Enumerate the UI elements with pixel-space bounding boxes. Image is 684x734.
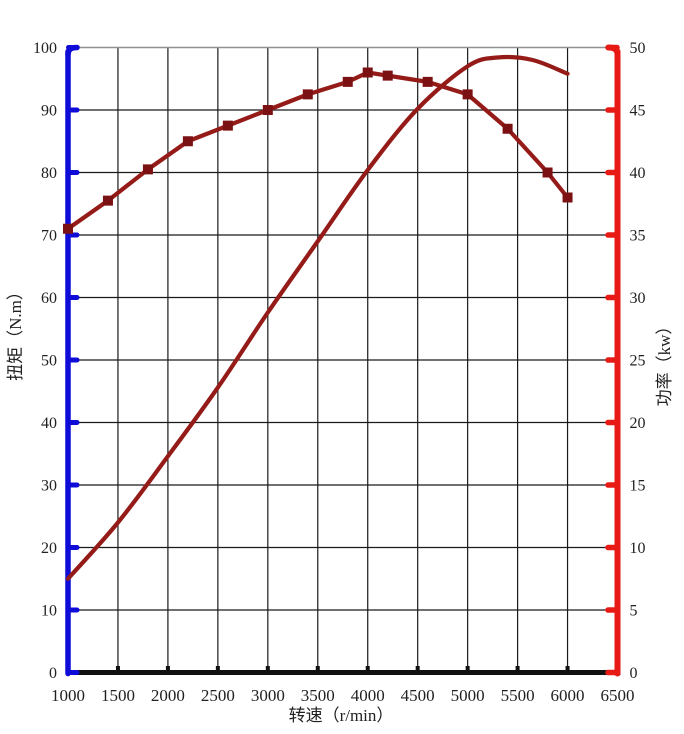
- x-tick-label: 2000: [151, 686, 185, 705]
- x-tick-label: 6000: [551, 686, 585, 705]
- torque-marker: [262, 105, 273, 115]
- x-tick-label: 1000: [51, 686, 85, 705]
- x-tick-label: 5500: [501, 686, 535, 705]
- torque-curve: [63, 67, 573, 234]
- left-tick-label: 80: [41, 165, 57, 182]
- torque-marker: [102, 195, 113, 206]
- x-tick-label: 2500: [201, 686, 235, 705]
- torque-marker: [182, 136, 193, 147]
- torque-marker: [462, 89, 473, 100]
- tick-labels: 1000 1500 2000 2500 3000 3500 4000 4500 5000 5500…: [33, 40, 646, 705]
- left-tick-label: 90: [41, 103, 57, 120]
- torque-marker: [542, 167, 553, 178]
- left-tick-label: 20: [41, 540, 57, 557]
- torque-marker: [302, 89, 313, 100]
- right-tick-label: 10: [630, 540, 646, 557]
- left-axis-title: 扭矩（N.m）: [6, 283, 25, 381]
- torque-marker: [222, 120, 233, 131]
- left-tick-label: 50: [41, 353, 57, 370]
- left-tick-label: 0: [49, 665, 57, 682]
- right-tick-label: 40: [630, 165, 646, 182]
- left-tick-label: 40: [41, 415, 57, 432]
- x-tick-label: 6500: [601, 686, 635, 705]
- x-tick-label: 3500: [301, 686, 335, 705]
- right-axis-title: 功率（kw）: [655, 317, 674, 407]
- right-tick-label: 35: [630, 228, 646, 245]
- power-line: [65, 54, 570, 581]
- torque-marker: [422, 76, 433, 87]
- torque-marker: [142, 164, 153, 175]
- torque-marker: [562, 192, 573, 203]
- right-tick-label: 15: [630, 478, 646, 495]
- right-tick-label: 45: [630, 103, 646, 120]
- axes: [65, 44, 621, 677]
- right-tick-label: 30: [630, 290, 646, 307]
- left-tick-label: 30: [41, 478, 57, 495]
- x-tick-label: 3000: [251, 686, 285, 705]
- left-tick-label: 60: [41, 290, 57, 307]
- x-tick-label: 1500: [101, 686, 135, 705]
- right-tick-label: 25: [630, 353, 646, 370]
- torque-marker: [502, 123, 513, 134]
- left-tick-label: 100: [33, 40, 57, 57]
- right-tick-label: 20: [630, 415, 646, 432]
- torque-marker: [342, 76, 353, 87]
- x-tick-label: 4500: [401, 686, 435, 705]
- torque-marker: [382, 70, 393, 81]
- gridlines: [68, 46, 618, 673]
- x-axis-title: 转速（r/min）: [288, 706, 394, 725]
- x-tick-label: 5000: [451, 686, 485, 705]
- x-tick-label: 4000: [351, 686, 385, 705]
- left-tick-label: 10: [41, 603, 57, 620]
- right-tick-label: 0: [630, 665, 638, 682]
- torque-marker: [63, 223, 73, 234]
- right-tick-label: 50: [630, 40, 646, 57]
- right-tick-label: 5: [630, 603, 638, 620]
- power-curve: [65, 54, 570, 581]
- left-tick-label: 70: [41, 228, 57, 245]
- torque-marker: [362, 67, 373, 78]
